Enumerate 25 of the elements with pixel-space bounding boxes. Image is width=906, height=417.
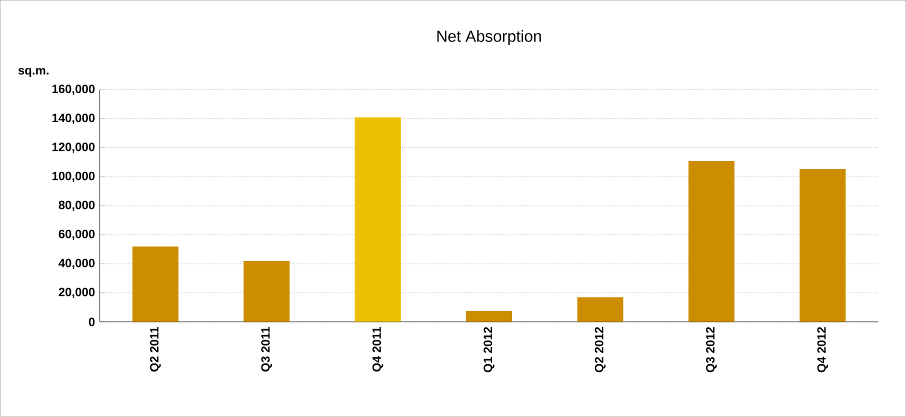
y-tick-label: 60,000 (58, 230, 95, 240)
chart-title: Net Absorption (437, 30, 541, 46)
y-axis-title: sq.m. (18, 68, 48, 78)
y-tick-label: 40,000 (58, 258, 95, 270)
x-tick-label: Q3 2012 (706, 327, 717, 372)
x-tick-label: Q4 2011 (372, 327, 384, 372)
x-tick-label: Q2 2011 (150, 327, 161, 372)
y-tick-label: 20,000 (58, 288, 95, 298)
bar (244, 261, 290, 322)
y-tick-label: 160,000 (52, 84, 95, 96)
bar (132, 246, 178, 322)
y-tick-label: 0 (88, 318, 95, 326)
x-tick-label: Q2 2012 (594, 327, 606, 372)
x-tick-label: Q3 2011 (261, 327, 272, 372)
x-tick-label: Q1 2012 (484, 327, 494, 372)
y-tick-label: 120,000 (52, 142, 95, 154)
y-tick-label: 80,000 (58, 200, 95, 212)
y-tick-label: 100,000 (52, 172, 95, 182)
y-tick-label: 140,000 (52, 114, 95, 124)
bar (688, 161, 734, 322)
bar (800, 168, 846, 322)
x-tick-label: Q4 2012 (817, 327, 828, 372)
bar (354, 117, 401, 322)
bar (466, 311, 512, 322)
bar (577, 297, 624, 322)
